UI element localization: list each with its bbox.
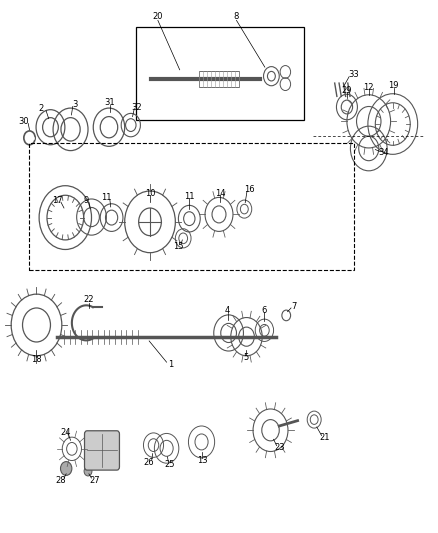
Text: 31: 31 [105, 98, 115, 107]
FancyBboxPatch shape [85, 431, 120, 470]
Text: 13: 13 [197, 456, 208, 465]
Text: 23: 23 [274, 443, 285, 452]
Text: 29: 29 [342, 85, 352, 94]
Bar [199, 71, 239, 87]
Text: 7: 7 [291, 302, 297, 311]
Text: 18: 18 [31, 355, 42, 364]
Text: 11: 11 [102, 193, 112, 202]
Text: 22: 22 [84, 295, 94, 304]
Text: 27: 27 [89, 476, 100, 484]
Bar [136, 27, 304, 120]
Bar [29, 143, 354, 270]
Text: 24: 24 [60, 428, 71, 437]
Text: 19: 19 [389, 81, 399, 90]
Text: 14: 14 [215, 189, 225, 198]
Text: 15: 15 [173, 242, 184, 251]
Text: 30: 30 [18, 117, 29, 126]
Text: 9: 9 [84, 196, 89, 205]
Text: 11: 11 [184, 192, 194, 201]
Text: 34: 34 [379, 148, 389, 157]
Text: 5: 5 [244, 353, 249, 362]
Text: 17: 17 [52, 196, 63, 205]
Text: 25: 25 [165, 460, 175, 469]
Text: 2: 2 [39, 104, 44, 113]
Text: 26: 26 [144, 458, 155, 466]
Text: 12: 12 [364, 83, 374, 92]
Text: 4: 4 [224, 305, 230, 314]
Text: 8: 8 [234, 12, 239, 21]
Text: 21: 21 [319, 433, 330, 442]
Text: 3: 3 [72, 100, 78, 109]
Text: 20: 20 [152, 12, 163, 21]
Circle shape [84, 466, 92, 476]
Text: 32: 32 [131, 102, 142, 111]
Text: 33: 33 [348, 70, 359, 78]
Circle shape [60, 462, 72, 475]
Text: 28: 28 [56, 477, 66, 485]
Text: 10: 10 [145, 189, 155, 198]
Text: 6: 6 [262, 305, 267, 314]
Text: 1: 1 [168, 360, 173, 369]
Text: 16: 16 [244, 185, 255, 194]
